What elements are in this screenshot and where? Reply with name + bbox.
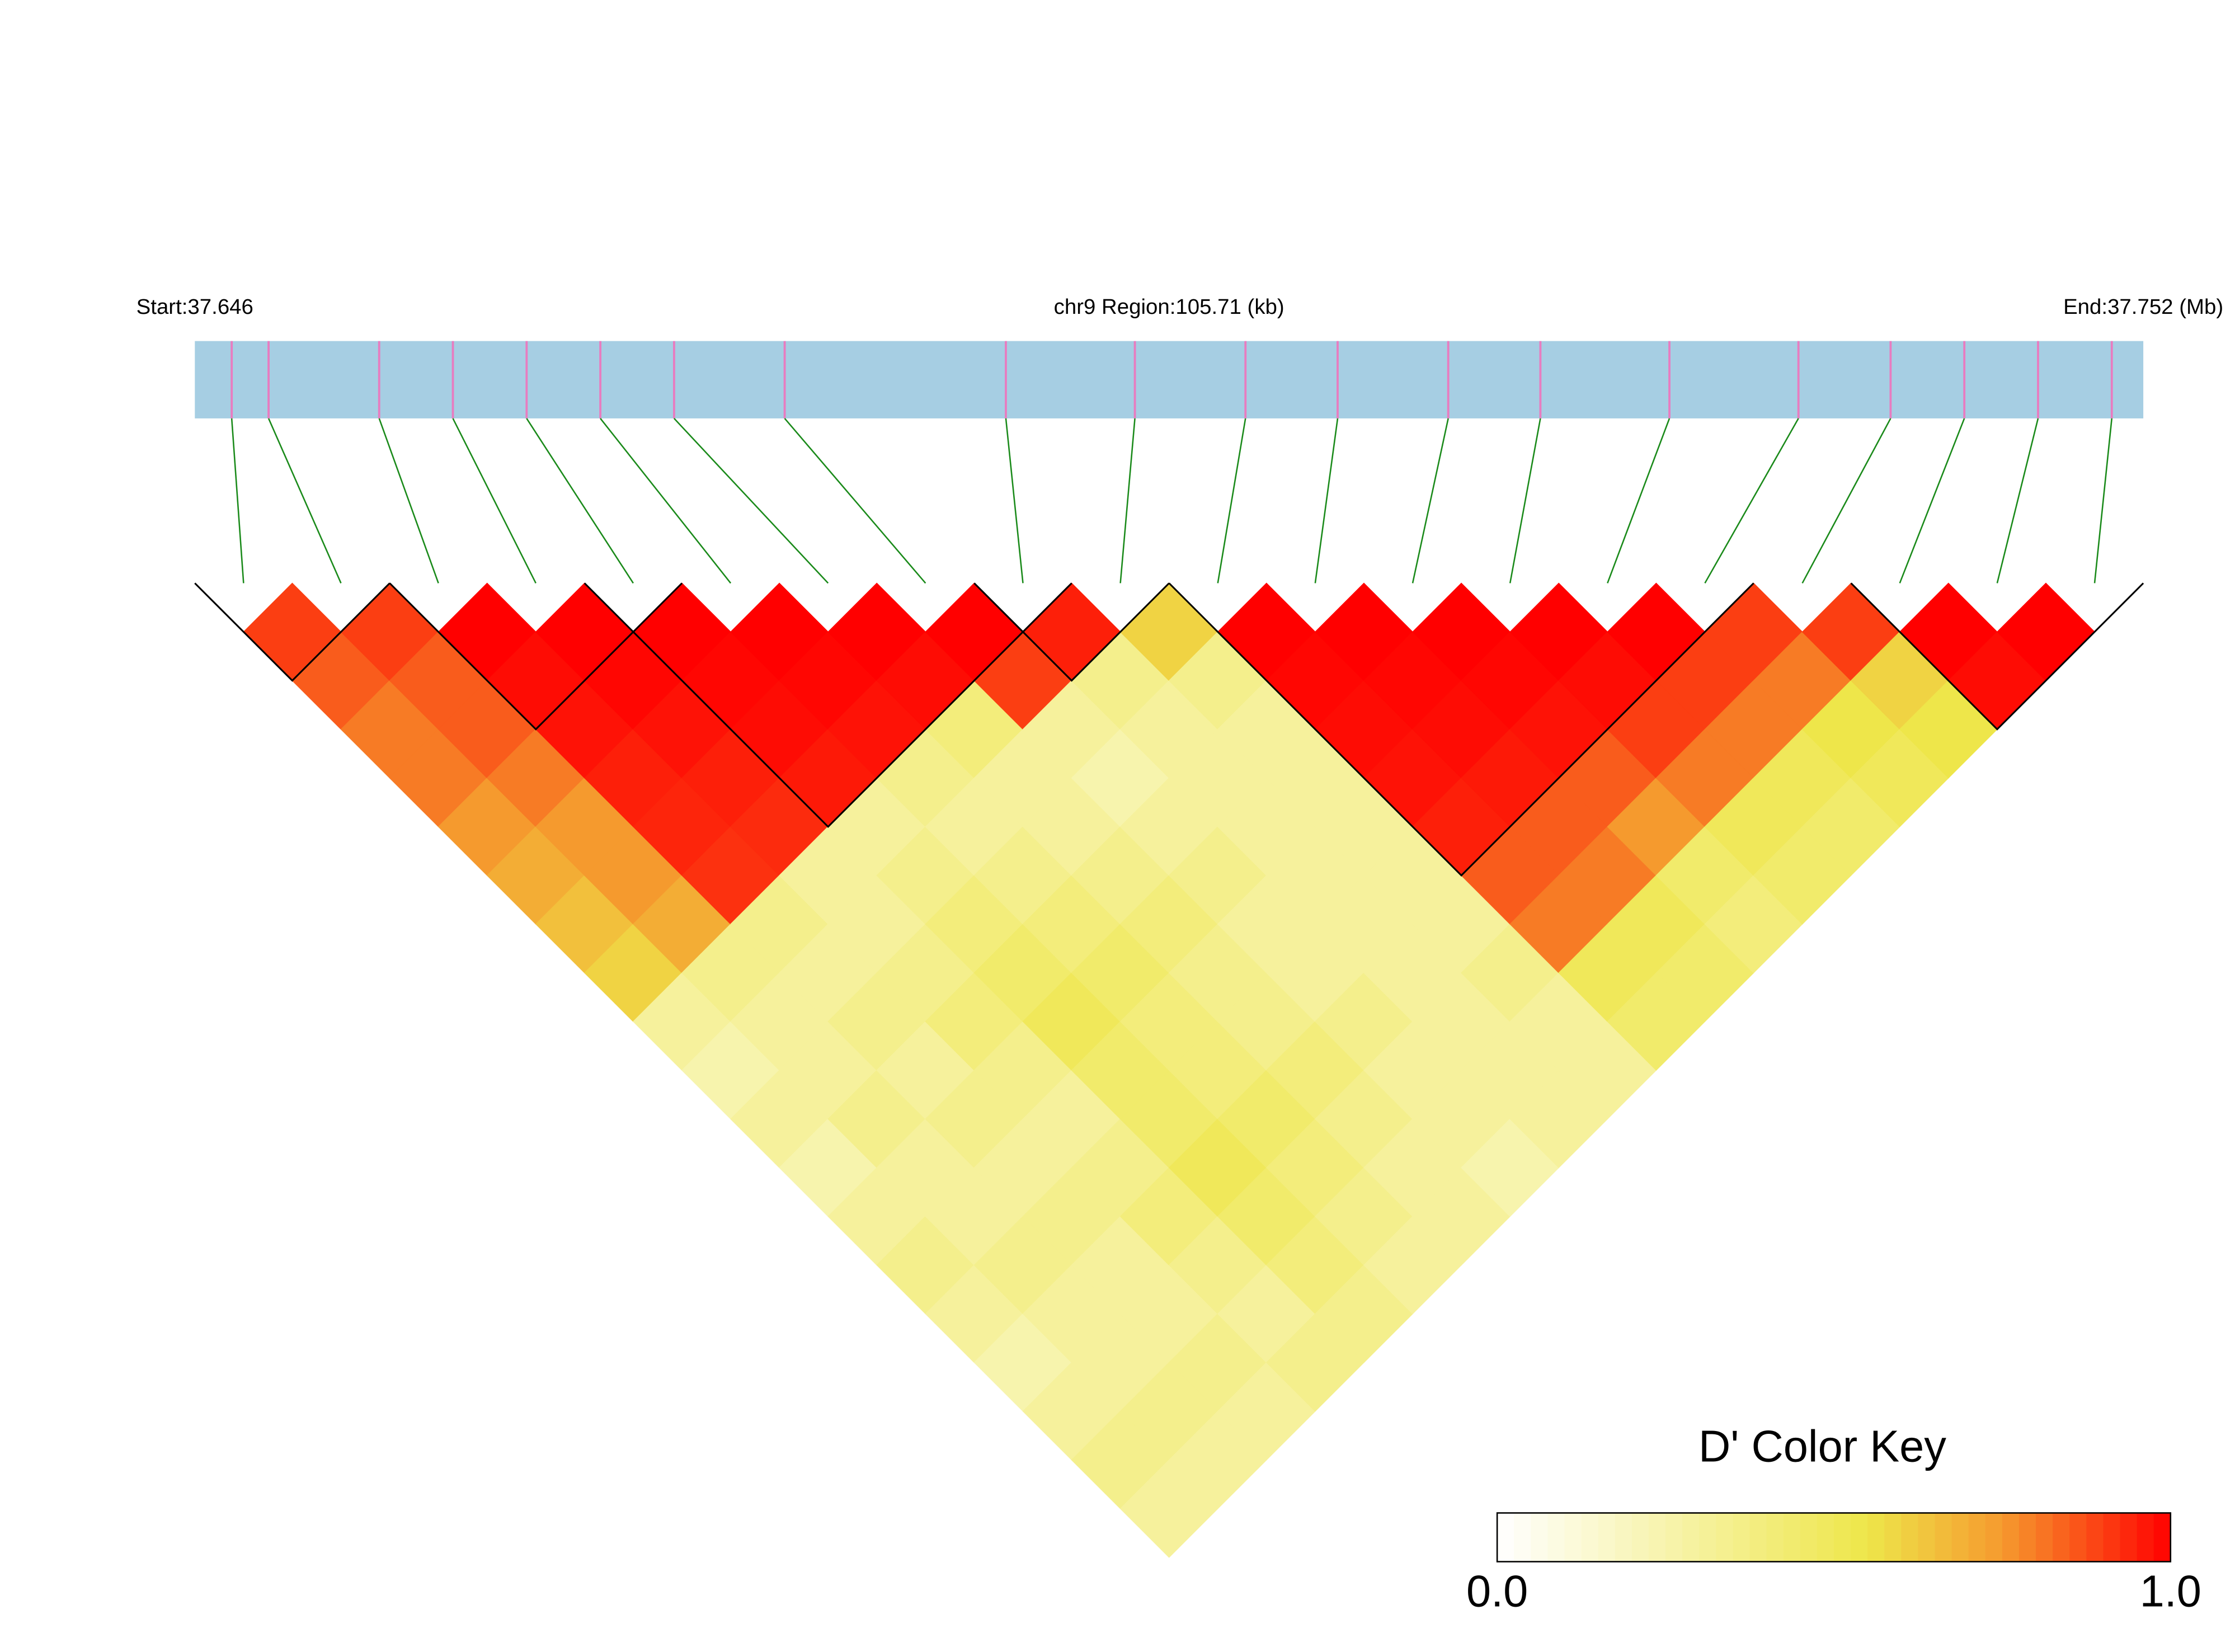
snp-connector [1217, 418, 1246, 583]
start-label: Start:37.646 [137, 295, 253, 319]
color-key-tick-label: 1.0 [2140, 1566, 2201, 1616]
end-label: End:37.752 (Mb) [2063, 295, 2223, 319]
ld-block [1850, 582, 2144, 731]
color-key-step [1615, 1513, 1633, 1562]
color-key-step [1935, 1513, 1952, 1562]
color-key-step [1884, 1513, 1902, 1562]
snp-connector [267, 418, 342, 583]
color-key-step [2069, 1513, 2087, 1562]
region-label: chr9 Region:105.71 (kb) [1054, 295, 1284, 319]
color-key-step [1497, 1513, 1515, 1562]
snp-connector [1996, 418, 2039, 583]
color-key-step [1783, 1513, 1801, 1562]
snp-connector [526, 418, 634, 584]
color-key-step [1564, 1513, 1582, 1562]
color-key-step [1665, 1513, 1683, 1562]
color-key-step [1598, 1513, 1616, 1562]
color-key-step [2036, 1513, 2054, 1562]
color-key-step [1766, 1513, 1784, 1562]
color-key-step [1547, 1513, 1565, 1562]
color-key-step [1901, 1513, 1919, 1562]
color-key-step [1733, 1513, 1751, 1562]
snp-connector [784, 418, 926, 584]
color-key-step [1631, 1513, 1650, 1562]
color-key-step [1716, 1513, 1734, 1562]
color-key-step [2120, 1513, 2138, 1562]
color-key-step [1800, 1513, 1818, 1562]
color-key-step [1531, 1513, 1549, 1562]
snp-connector [1119, 418, 1136, 583]
snp-connector [1899, 418, 1965, 583]
snp-connector [1411, 418, 1449, 583]
snp-connector [1509, 418, 1541, 583]
color-key-step [1749, 1513, 1767, 1562]
color-key-step [2103, 1513, 2121, 1562]
color-key-step [2137, 1513, 2154, 1562]
snp-connector [1314, 418, 1339, 583]
ld-block [194, 582, 390, 682]
color-key-step [2018, 1513, 2037, 1562]
color-key-step [1581, 1513, 1599, 1562]
color-key-step [2002, 1513, 2020, 1562]
snp-connector [230, 418, 244, 583]
color-key-tick-label: 0.0 [1466, 1566, 1528, 1616]
snp-connector [600, 418, 732, 584]
color-key-step [1951, 1513, 1969, 1562]
color-key-step [1867, 1513, 1885, 1562]
color-key-step [1851, 1513, 1869, 1562]
snp-connector [2093, 418, 2113, 583]
color-key-step [2053, 1513, 2071, 1562]
color-key-border [1496, 1512, 2172, 1562]
color-key-step [1833, 1513, 1852, 1562]
color-key-step [1817, 1513, 1835, 1562]
color-key-step [2086, 1513, 2104, 1562]
ld-block [973, 582, 1170, 682]
snp-connector [1801, 418, 1891, 584]
color-key-step [1985, 1513, 2003, 1562]
color-key-step [1682, 1513, 1700, 1562]
ld-block [1168, 582, 1754, 877]
snp-connector [1704, 418, 1799, 584]
snp-connector [673, 418, 829, 584]
color-key-step [1968, 1513, 1987, 1562]
color-key-step [1514, 1513, 1532, 1562]
color-key-title: D' Color Key [1698, 1422, 1946, 1471]
snp-connector [452, 418, 537, 584]
color-key-step [1648, 1513, 1667, 1562]
snp-connector [1005, 418, 1024, 583]
snp-track [195, 341, 2144, 418]
color-key-step [1918, 1513, 1936, 1562]
ld-block [584, 582, 1072, 828]
color-key-step [1699, 1513, 1717, 1562]
color-key-step [2153, 1513, 2172, 1562]
snp-connector [378, 418, 439, 583]
snp-connector [1607, 418, 1671, 583]
